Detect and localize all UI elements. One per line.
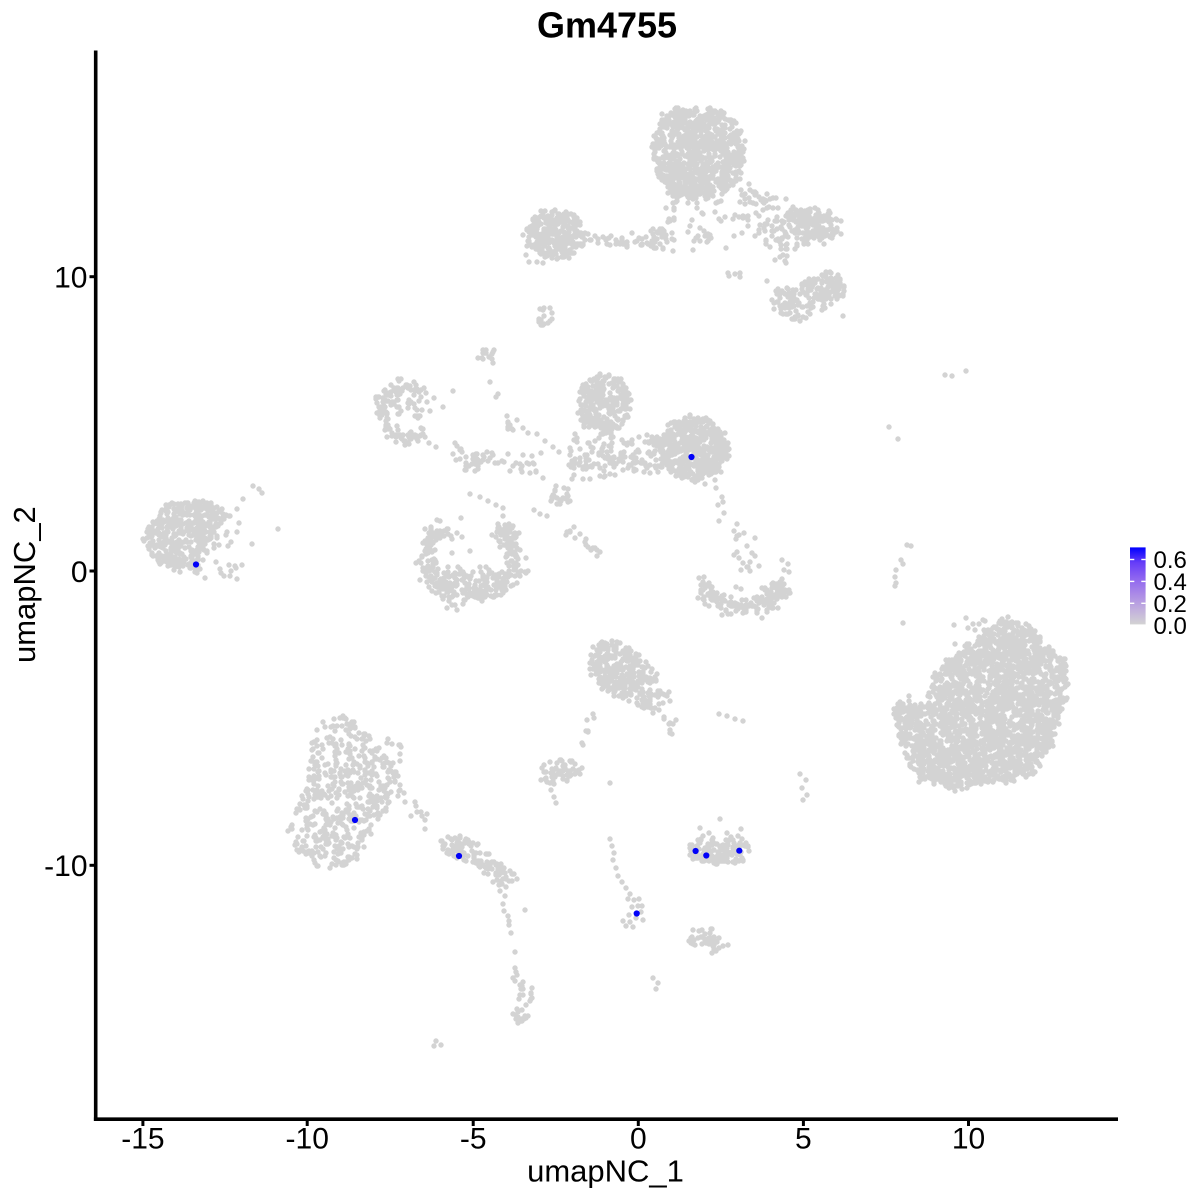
svg-text:0: 0 — [71, 556, 88, 589]
svg-text:5: 5 — [795, 1123, 812, 1156]
svg-text:-10: -10 — [286, 1123, 329, 1156]
svg-text:0.2: 0.2 — [1154, 591, 1187, 618]
svg-text:0: 0 — [630, 1123, 647, 1156]
svg-text:0.4: 0.4 — [1154, 569, 1187, 596]
svg-text:10: 10 — [952, 1123, 985, 1156]
svg-text:umapNC_1: umapNC_1 — [527, 1154, 684, 1189]
svg-text:umapNC_2: umapNC_2 — [7, 506, 42, 663]
svg-text:0.0: 0.0 — [1154, 613, 1187, 640]
svg-text:Gm4755: Gm4755 — [537, 5, 677, 46]
svg-text:10: 10 — [54, 262, 87, 295]
svg-text:-10: -10 — [44, 850, 87, 883]
svg-text:-5: -5 — [460, 1123, 487, 1156]
svg-text:-15: -15 — [121, 1123, 164, 1156]
svg-text:0.6: 0.6 — [1154, 547, 1187, 574]
